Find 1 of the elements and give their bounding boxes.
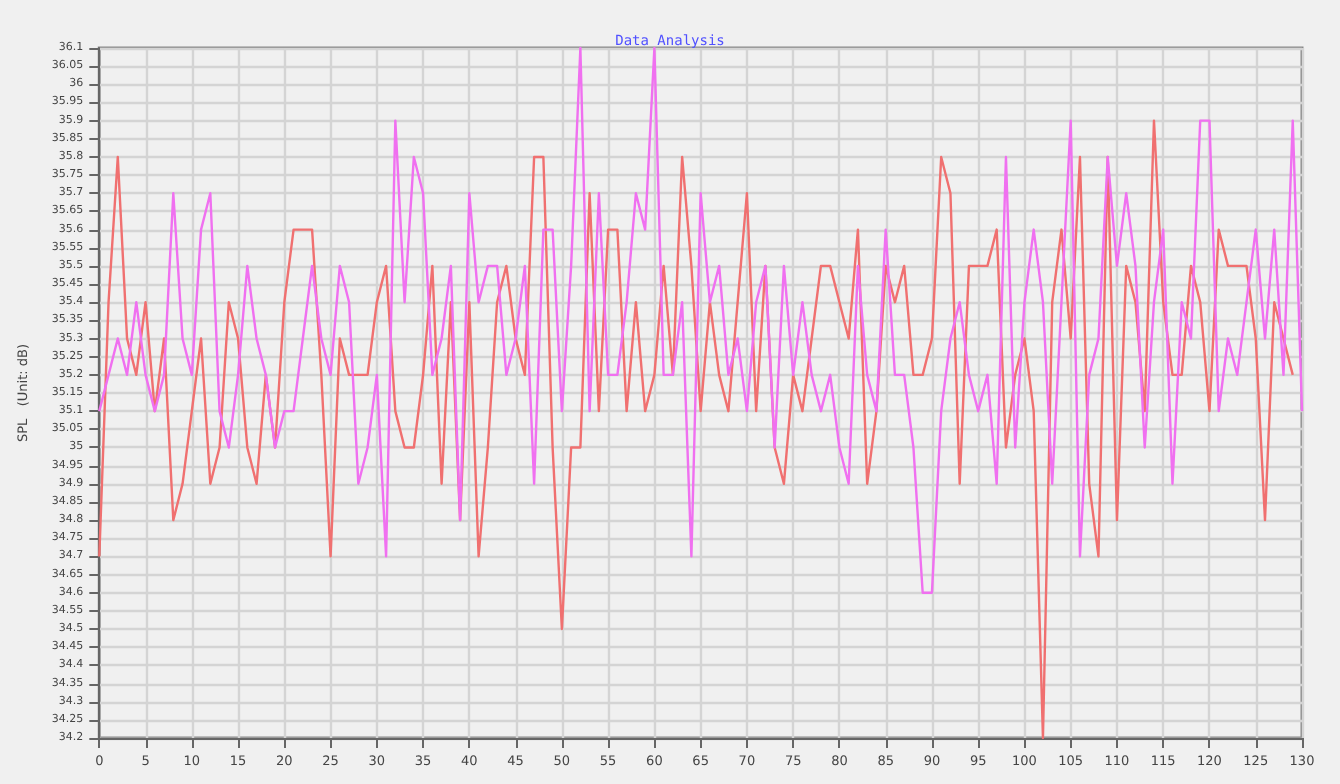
line-series — [98, 119, 1294, 740]
